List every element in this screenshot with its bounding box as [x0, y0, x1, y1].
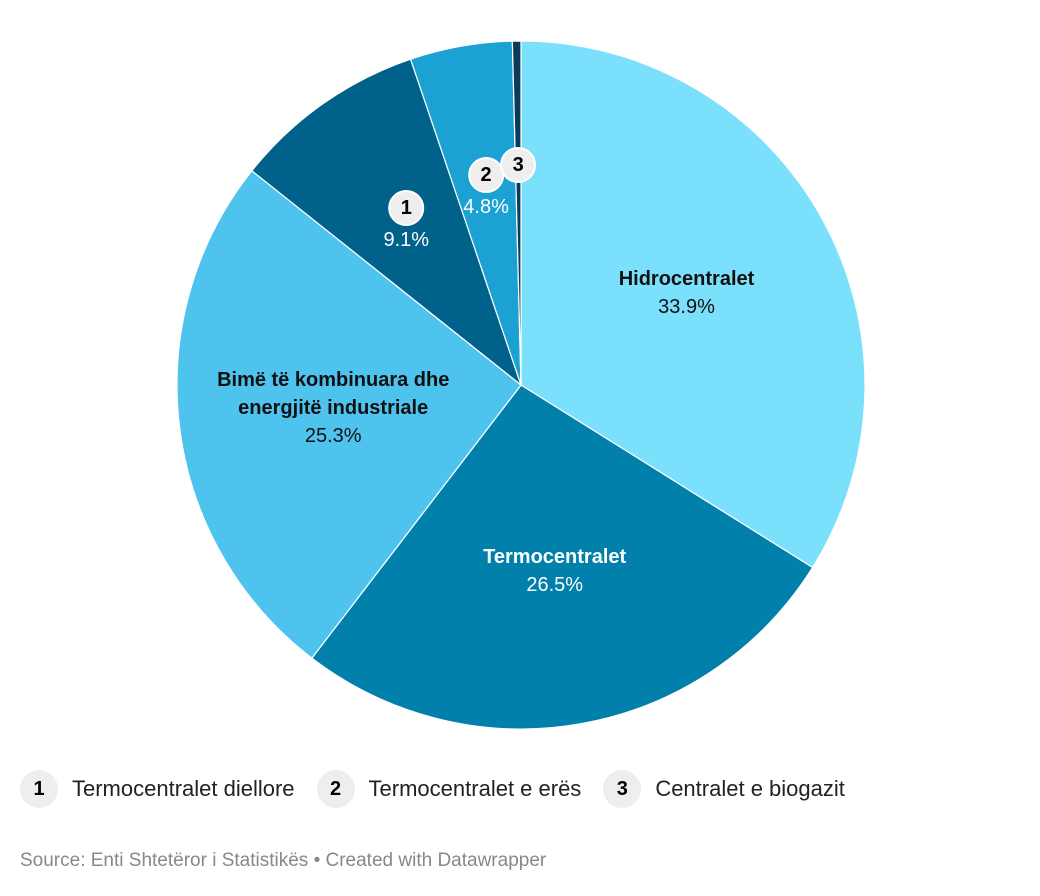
legend-key: 2 [316, 770, 355, 808]
slice-label: 1 9.1% [383, 189, 430, 254]
slice-label: Termocentralet 26.5% [435, 543, 675, 599]
key-marker: 3 [500, 146, 537, 183]
category-label: Hidrocentralet [618, 268, 755, 291]
slice [176, 169, 522, 659]
legend-label: Termocentralet diellore [72, 776, 295, 801]
legend-key: 1 [20, 770, 58, 808]
legend-item: 2 Termocentralet e erës [316, 770, 582, 808]
category-label: Termocentralet [483, 546, 627, 569]
slice [251, 58, 523, 387]
legend-key: 3 [603, 770, 642, 808]
legend-item: 3 Centralet e biogazit [603, 770, 845, 808]
value-label: 9.1% [383, 228, 430, 251]
slice-label: Bimë të kombinuara dhe energjitë industr… [213, 366, 453, 450]
value-label: 33.9% [658, 296, 715, 319]
legend-label: Termocentralet e erës [368, 776, 582, 801]
source: Source: Enti Shtetëror i Statistikës • C… [20, 850, 547, 871]
slice-label: 2 4.8% [463, 156, 509, 221]
legend: 1 Termocentralet diellore 2 Termocentralet … [20, 770, 845, 808]
pie [176, 40, 866, 730]
key-marker: 1 [388, 189, 425, 226]
legend-item: 1 Termocentralet diellore [20, 770, 295, 808]
value-label: 25.3% [304, 425, 362, 448]
slice-label: Hidrocentralet 33.9% [567, 265, 807, 321]
category-label: Bimë të kombinuara dhe energjitë industr… [217, 369, 450, 420]
slice [520, 40, 866, 569]
value-label: 4.8% [463, 195, 509, 218]
key-marker: 2 [468, 156, 505, 193]
slice [511, 40, 522, 386]
slice-label: 3 [500, 146, 537, 183]
value-label: 26.5% [526, 574, 584, 597]
legend-label: Centralet e biogazit [655, 776, 845, 801]
slice [311, 384, 814, 730]
